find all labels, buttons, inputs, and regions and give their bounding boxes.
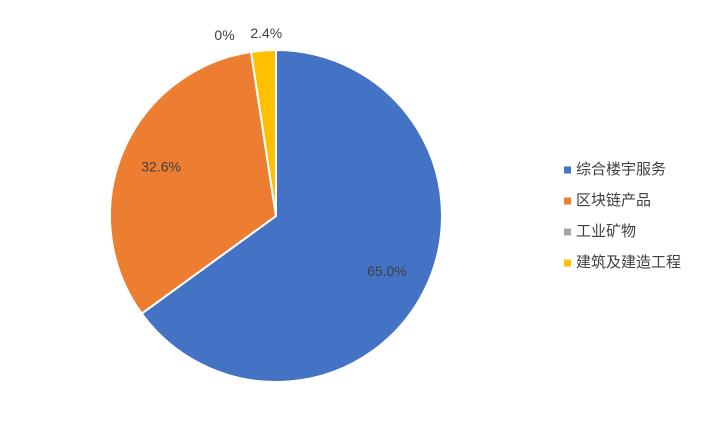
pie-slice [140, 48, 443, 383]
pie-slice [249, 48, 277, 217]
pie-slice [109, 50, 278, 315]
legend-swatch [564, 259, 571, 267]
data-label: 32.6% [141, 159, 181, 175]
legend-swatch [564, 228, 571, 236]
data-label: 0% [214, 27, 234, 43]
legend-label: 建筑及建造工程 [576, 254, 681, 271]
legend-label: 综合楼宇服务 [576, 161, 666, 178]
legend-swatch [564, 197, 571, 205]
legend-label: 工业矿物 [576, 223, 636, 240]
legend-label: 区块链产品 [576, 192, 651, 209]
data-label: 2.4% [250, 25, 282, 41]
data-label: 65.0% [367, 263, 407, 279]
legend-swatch [564, 166, 571, 174]
